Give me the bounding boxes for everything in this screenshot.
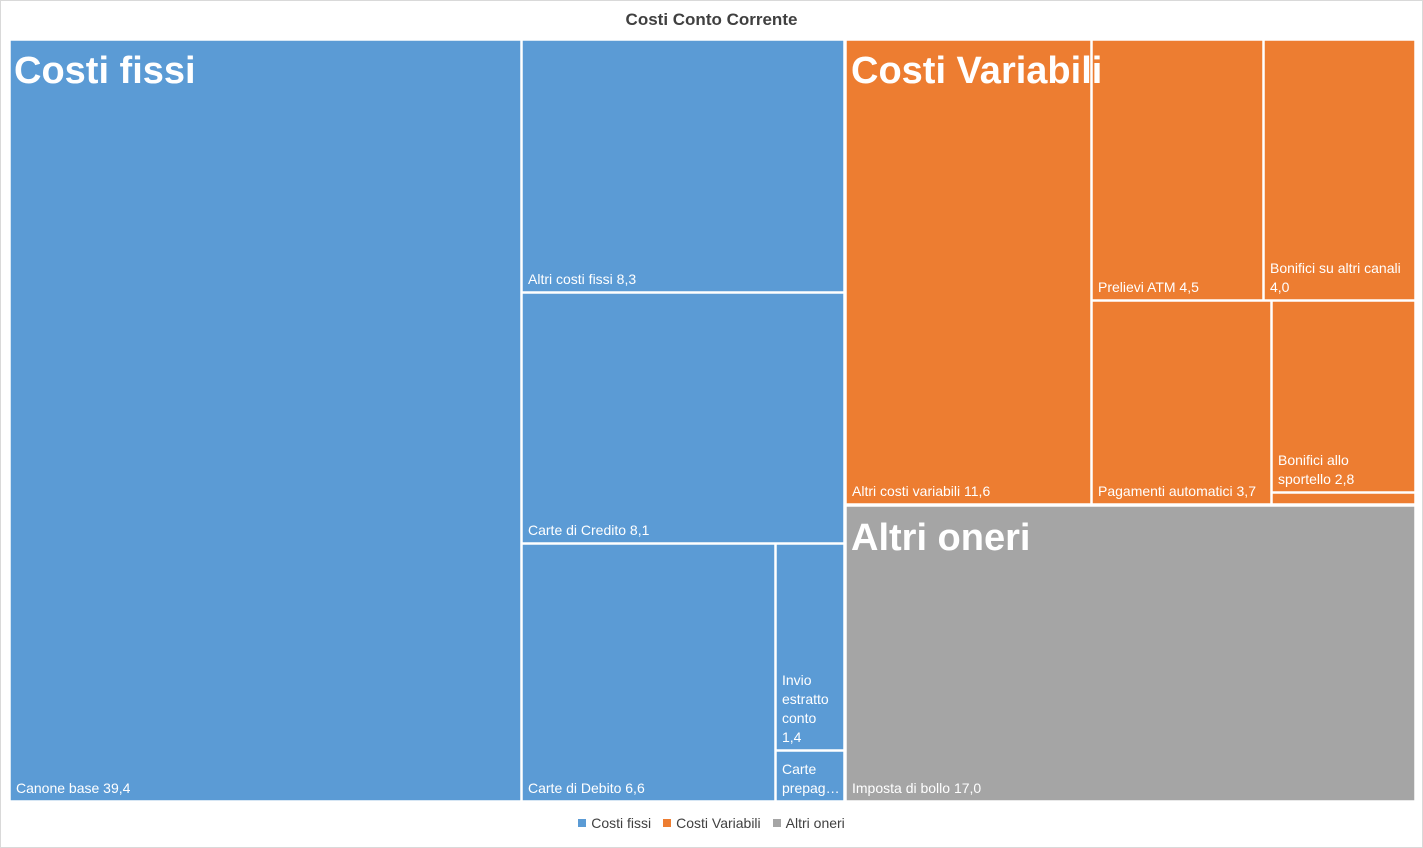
treemap-group-label-altri-oneri: Altri oneri — [851, 517, 1030, 559]
treemap-cell-carte-di-debito[interactable] — [521, 543, 776, 802]
legend-label-costi-variabili: Costi Variabili — [676, 815, 761, 831]
treemap-cell-bonifici-allo-sportello[interactable] — [1271, 300, 1416, 493]
treemap-label-bonifici-allo-sportello: Bonifici allo sportello 2,8 — [1278, 452, 1354, 487]
legend-swatch-altri-oneri — [772, 819, 781, 827]
treemap-label-altri-costi-fissi: Altri costi fissi 8,3 — [528, 271, 636, 287]
treemap-cell-altri-costi-variabili[interactable] — [845, 39, 1092, 505]
treemap-cell-altri-costi-fissi[interactable] — [521, 39, 845, 293]
chart-title: Costi Conto Corrente — [625, 10, 798, 29]
legend-label-costi-fissi: Costi fissi — [591, 815, 652, 831]
treemap-label-imposta-di-bollo: Imposta di bollo 17,0 — [852, 780, 981, 796]
legend-swatch-costi-fissi — [578, 819, 587, 827]
treemap-group-label-costi-fissi: Costi fissi — [14, 50, 196, 92]
treemap-group-label-costi-variabili: Costi Variabili — [851, 50, 1102, 92]
legend-label-altri-oneri: Altri oneri — [785, 815, 845, 831]
treemap-label-pagamenti-automatici: Pagamenti automatici 3,7 — [1098, 483, 1256, 499]
treemap-label-invio-estratto-conto: Invio estratto conto 1,4 — [782, 672, 829, 745]
treemap-label-carte-prepag: Carte prepag… — [782, 761, 840, 796]
treemap-cell-bonifici-su-altri-canali[interactable] — [1263, 39, 1416, 301]
treemap-cell-canone-base[interactable] — [9, 39, 522, 802]
treemap-label-bonifici-su-altri-canali: Bonifici su altri canali 4,0 — [1270, 260, 1401, 295]
treemap-label-carte-di-credito: Carte di Credito 8,1 — [528, 522, 650, 538]
treemap-cell-pagamenti-automatici[interactable] — [1091, 300, 1272, 505]
treemap-label-canone-base: Canone base 39,4 — [16, 780, 131, 796]
treemap-cell-imposta-di-bollo[interactable] — [845, 505, 1416, 802]
legend-entry-altri-oneri[interactable]: Altri oneri — [772, 815, 845, 831]
legend: Costi fissi Costi Variabili Altri oneri — [1, 815, 1422, 831]
treemap-cell-prelievi-atm[interactable] — [1091, 39, 1264, 301]
treemap-cell-carte-prepag[interactable] — [775, 750, 845, 802]
treemap-cell-carte-di-credito[interactable] — [521, 292, 845, 544]
legend-swatch-costi-variabili — [663, 819, 672, 827]
treemap-label-carte-di-debito: Carte di Debito 6,6 — [528, 780, 645, 796]
treemap-cell-bonifici[interactable] — [1271, 492, 1416, 505]
treemap-cell-invio-estratto-conto[interactable] — [775, 543, 845, 751]
treemap-label-altri-costi-variabili: Altri costi variabili 11,6 — [852, 483, 990, 499]
legend-entry-costi-fissi[interactable]: Costi fissi — [578, 815, 651, 831]
treemap-label-prelievi-atm: Prelievi ATM 4,5 — [1098, 279, 1199, 295]
legend-entry-costi-variabili[interactable]: Costi Variabili — [663, 815, 761, 831]
